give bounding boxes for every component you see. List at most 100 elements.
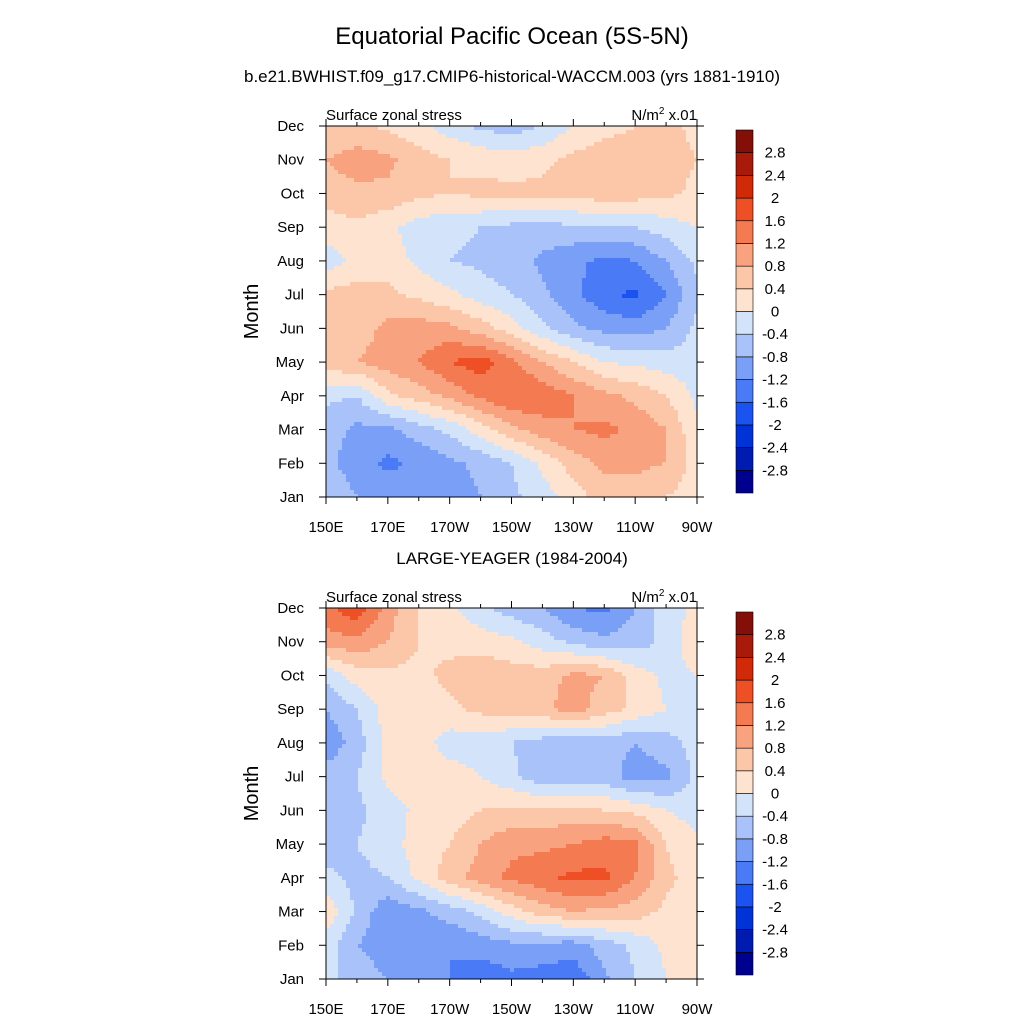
heatmap-cell <box>678 266 682 270</box>
heatmap-cell <box>598 166 602 170</box>
heatmap-cell <box>502 298 506 302</box>
heatmap-cell <box>538 238 542 242</box>
heatmap-cell <box>530 214 534 218</box>
heatmap-cell <box>530 226 534 230</box>
heatmap-cell <box>694 190 697 194</box>
heatmap-cell <box>442 298 446 302</box>
heatmap-cell <box>522 174 526 178</box>
heatmap-cell <box>370 154 374 158</box>
heatmap-cell <box>426 254 430 258</box>
heatmap-cell <box>534 242 538 246</box>
heatmap-cell <box>374 190 378 194</box>
heatmap-cell <box>374 170 378 174</box>
heatmap-cell <box>682 286 686 290</box>
heatmap-cell <box>546 246 550 250</box>
heatmap-cell <box>434 258 438 262</box>
heatmap-cell <box>526 266 530 270</box>
heatmap-cell <box>562 258 566 262</box>
heatmap-cell <box>622 326 626 330</box>
heatmap-cell <box>498 134 502 138</box>
heatmap-cell <box>342 302 346 306</box>
heatmap-cell <box>362 318 366 322</box>
heatmap-cell <box>366 314 370 318</box>
heatmap-cell <box>486 182 490 186</box>
heatmap-cell <box>386 170 390 174</box>
heatmap-cell <box>622 170 626 174</box>
heatmap-cell <box>546 214 550 218</box>
heatmap-cell <box>654 126 658 130</box>
heatmap-cell <box>414 238 418 242</box>
heatmap-cell <box>558 154 562 158</box>
heatmap-cell <box>670 318 674 322</box>
heatmap-cell <box>582 278 586 282</box>
heatmap-cell <box>646 314 650 318</box>
heatmap-cell <box>342 162 346 166</box>
heatmap-cell <box>578 266 582 270</box>
heatmap-cell <box>346 182 350 186</box>
heatmap-cell <box>430 214 434 218</box>
heatmap-cell <box>530 274 534 278</box>
heatmap-cell <box>666 318 670 322</box>
heatmap-cell <box>502 202 506 206</box>
heatmap-cell <box>422 302 426 306</box>
heatmap-cell <box>634 318 638 322</box>
heatmap-cell <box>562 242 566 246</box>
heatmap-cell <box>374 246 378 250</box>
heatmap-cell <box>666 258 670 262</box>
heatmap-cell <box>510 234 514 238</box>
heatmap-cell <box>626 130 630 134</box>
heatmap-cell <box>478 178 482 182</box>
heatmap-cell <box>574 298 578 302</box>
heatmap-cell <box>578 210 582 214</box>
heatmap-cell <box>562 334 566 338</box>
heatmap-cell <box>358 250 362 254</box>
heatmap-cell <box>466 330 470 334</box>
heatmap-cell <box>446 242 450 246</box>
heatmap-cell <box>682 210 686 214</box>
heatmap-cell <box>370 322 374 326</box>
heatmap-cell <box>646 130 650 134</box>
heatmap-cell <box>618 246 622 250</box>
heatmap-cell <box>486 154 490 158</box>
heatmap-cell <box>646 326 650 330</box>
heatmap-cell <box>474 142 478 146</box>
heatmap-cell <box>466 146 470 150</box>
heatmap-cell <box>526 194 530 198</box>
heatmap-cell <box>358 198 362 202</box>
heatmap-cell <box>586 178 590 182</box>
heatmap-cell <box>522 246 526 250</box>
heatmap-cell <box>574 206 578 210</box>
heatmap-cell <box>342 198 346 202</box>
heatmap-cell <box>334 330 338 334</box>
heatmap-cell <box>634 326 638 330</box>
heatmap-cell <box>662 246 666 250</box>
heatmap-cell <box>418 298 422 302</box>
heatmap-cell <box>506 290 510 294</box>
heatmap-cell <box>486 250 490 254</box>
heatmap-cell <box>602 266 606 270</box>
heatmap-cell <box>590 318 594 322</box>
heatmap-cell <box>474 306 478 310</box>
heatmap-cell <box>558 238 562 242</box>
heatmap-cell <box>522 198 526 202</box>
heatmap-cell <box>594 262 598 266</box>
heatmap-cell <box>398 326 402 330</box>
heatmap-cell <box>446 294 450 298</box>
heatmap-cell <box>434 294 438 298</box>
heatmap-cell <box>622 130 626 134</box>
heatmap-cell <box>606 162 610 166</box>
heatmap-cell <box>490 302 494 306</box>
heatmap-cell <box>590 270 594 274</box>
heatmap-cell <box>630 290 634 294</box>
heatmap-cell <box>338 222 342 226</box>
heatmap-cell <box>490 234 494 238</box>
heatmap-cell <box>526 314 530 318</box>
heatmap-cell <box>590 334 594 338</box>
heatmap-cell <box>442 270 446 274</box>
heatmap-cell <box>362 206 366 210</box>
heatmap-cell <box>422 202 426 206</box>
heatmap-cell <box>646 218 650 222</box>
heatmap-cell <box>630 318 634 322</box>
heatmap-cell <box>658 242 662 246</box>
heatmap-cell <box>554 246 558 250</box>
